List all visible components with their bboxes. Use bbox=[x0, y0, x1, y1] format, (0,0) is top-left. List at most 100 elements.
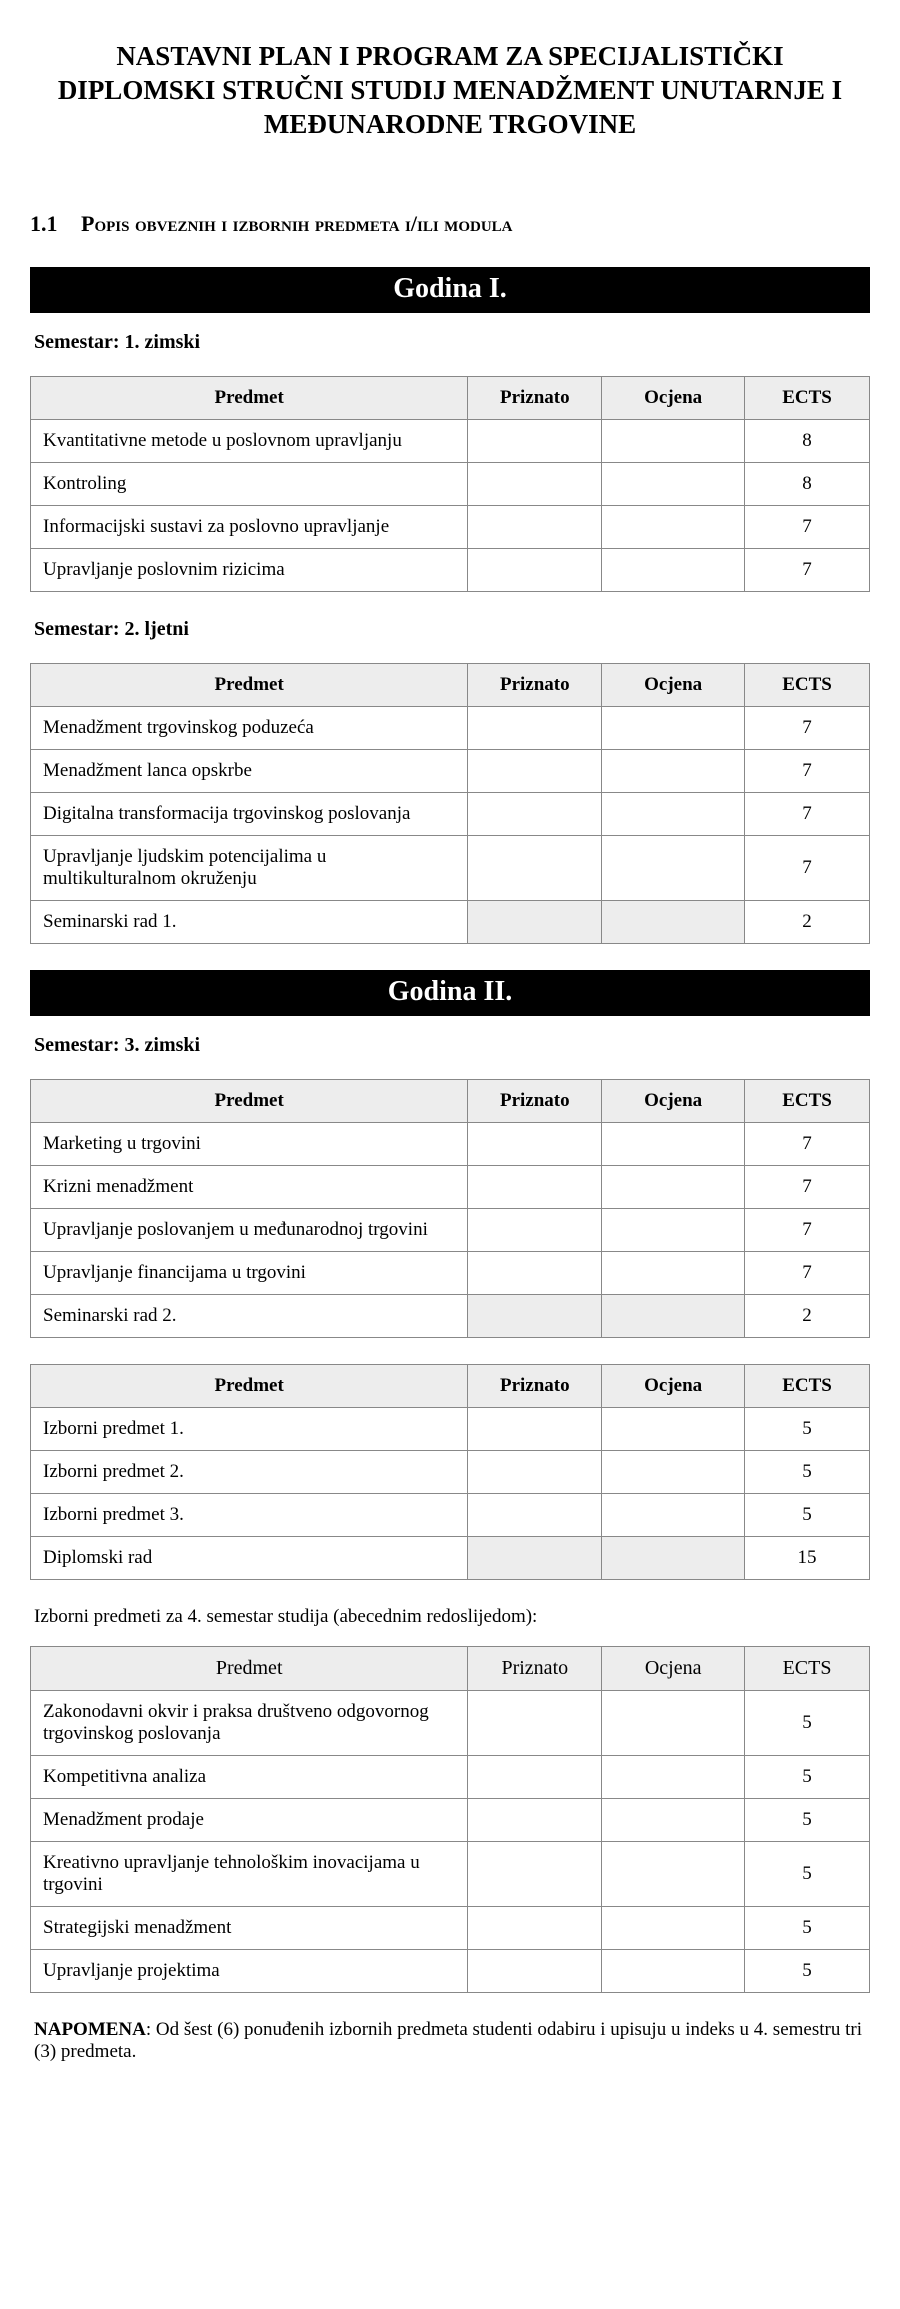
col-subject: Predmet bbox=[31, 377, 468, 420]
cell-ects: 5 bbox=[745, 1756, 870, 1799]
cell-subject: Upravljanje projektima bbox=[31, 1950, 468, 1993]
cell-ocjena bbox=[602, 1842, 745, 1907]
cell-priznato bbox=[468, 463, 602, 506]
table-row: Zakonodavni okvir i praksa društveno odg… bbox=[31, 1691, 870, 1756]
cell-subject: Menadžment lanca opskrbe bbox=[31, 750, 468, 793]
cell-ocjena bbox=[602, 1537, 745, 1580]
section-number: 1.1 bbox=[30, 211, 58, 236]
cell-priznato bbox=[468, 420, 602, 463]
table-row: Upravljanje poslovnim rizicima 7 bbox=[31, 549, 870, 592]
cell-subject: Kvantitativne metode u poslovnom upravlj… bbox=[31, 420, 468, 463]
cell-subject: Kompetitivna analiza bbox=[31, 1756, 468, 1799]
cell-priznato bbox=[468, 1408, 602, 1451]
cell-subject: Upravljanje financijama u trgovini bbox=[31, 1252, 468, 1295]
cell-priznato bbox=[468, 1799, 602, 1842]
cell-priznato bbox=[468, 1756, 602, 1799]
cell-ocjena bbox=[602, 901, 745, 944]
cell-ects: 2 bbox=[745, 1295, 870, 1338]
col-ects: ECTS bbox=[745, 377, 870, 420]
cell-subject: Menadžment prodaje bbox=[31, 1799, 468, 1842]
cell-ocjena bbox=[602, 1950, 745, 1993]
table-row: Menadžment lanca opskrbe7 bbox=[31, 750, 870, 793]
table-row: Strategijski menadžment 5 bbox=[31, 1907, 870, 1950]
cell-priznato bbox=[468, 1907, 602, 1950]
cell-subject: Izborni predmet 3. bbox=[31, 1494, 468, 1537]
table-row: Upravljanje financijama u trgovini 7 bbox=[31, 1252, 870, 1295]
semester-3-label: Semestar: 3. zimski bbox=[34, 1034, 870, 1057]
table-row: Seminarski rad 2.2 bbox=[31, 1295, 870, 1338]
cell-ects: 7 bbox=[745, 549, 870, 592]
col-ocjena: Ocjena bbox=[602, 1647, 745, 1691]
table-row: Izborni predmet 2.5 bbox=[31, 1451, 870, 1494]
section-heading: 1.1 Popis obveznih i izbornih predmeta i… bbox=[30, 211, 870, 237]
col-priznato: Priznato bbox=[468, 1647, 602, 1691]
cell-ocjena bbox=[602, 1408, 745, 1451]
cell-priznato bbox=[468, 1494, 602, 1537]
col-ects: ECTS bbox=[745, 664, 870, 707]
table-row: Izborni predmet 3. 5 bbox=[31, 1494, 870, 1537]
cell-subject: Strategijski menadžment bbox=[31, 1907, 468, 1950]
cell-priznato bbox=[468, 1123, 602, 1166]
cell-priznato bbox=[468, 549, 602, 592]
cell-ects: 7 bbox=[745, 1252, 870, 1295]
table-row: Kvantitativne metode u poslovnom upravlj… bbox=[31, 420, 870, 463]
col-subject: Predmet bbox=[31, 1080, 468, 1123]
semester-2-table: Predmet Priznato Ocjena ECTS Menadžment … bbox=[30, 663, 870, 944]
table-row: Kreativno upravljanje tehnološkim inovac… bbox=[31, 1842, 870, 1907]
electives-table: Predmet Priznato Ocjena ECTS Zakonodavni… bbox=[30, 1646, 870, 1993]
table-row: Izborni predmet 1. 5 bbox=[31, 1408, 870, 1451]
table-row: Menadžment trgovinskog poduzeća7 bbox=[31, 707, 870, 750]
cell-subject: Upravljanje ljudskim potencijalima u mul… bbox=[31, 836, 468, 901]
document-title: NASTAVNI PLAN I PROGRAM ZA SPECIJALISTIČ… bbox=[40, 40, 860, 141]
col-ocjena: Ocjena bbox=[602, 1365, 745, 1408]
section-label: Popis obveznih i izbornih predmeta i/ili… bbox=[81, 211, 513, 236]
table-row: Diplomski rad15 bbox=[31, 1537, 870, 1580]
table-row: Kontroling8 bbox=[31, 463, 870, 506]
cell-subject: Marketing u trgovini bbox=[31, 1123, 468, 1166]
cell-subject: Upravljanje poslovnim rizicima bbox=[31, 549, 468, 592]
cell-ocjena bbox=[602, 549, 745, 592]
cell-priznato bbox=[468, 793, 602, 836]
table-row: Upravljanje projektima5 bbox=[31, 1950, 870, 1993]
cell-ocjena bbox=[602, 420, 745, 463]
col-priznato: Priznato bbox=[468, 1080, 602, 1123]
cell-ects: 5 bbox=[745, 1451, 870, 1494]
cell-subject: Menadžment trgovinskog poduzeća bbox=[31, 707, 468, 750]
table-row: Kompetitivna analiza 5 bbox=[31, 1756, 870, 1799]
cell-ocjena bbox=[602, 1756, 745, 1799]
col-subject: Predmet bbox=[31, 1647, 468, 1691]
table-row: Menadžment prodaje 5 bbox=[31, 1799, 870, 1842]
cell-ects: 5 bbox=[745, 1408, 870, 1451]
col-priznato: Priznato bbox=[468, 664, 602, 707]
cell-subject: Digitalna transformacija trgovinskog pos… bbox=[31, 793, 468, 836]
cell-ects: 7 bbox=[745, 1166, 870, 1209]
footnote: NAPOMENA: Od šest (6) ponuđenih izbornih… bbox=[34, 2019, 866, 2063]
table-row: Informacijski sustavi za poslovno upravl… bbox=[31, 506, 870, 549]
col-ocjena: Ocjena bbox=[602, 1080, 745, 1123]
cell-priznato bbox=[468, 1209, 602, 1252]
cell-ocjena bbox=[602, 1252, 745, 1295]
cell-priznato bbox=[468, 750, 602, 793]
cell-ects: 15 bbox=[745, 1537, 870, 1580]
cell-ects: 5 bbox=[745, 1842, 870, 1907]
cell-subject: Izborni predmet 1. bbox=[31, 1408, 468, 1451]
cell-ocjena bbox=[602, 1691, 745, 1756]
cell-ects: 5 bbox=[745, 1799, 870, 1842]
cell-priznato bbox=[468, 1950, 602, 1993]
cell-ects: 7 bbox=[745, 793, 870, 836]
cell-ocjena bbox=[602, 1451, 745, 1494]
electives-note: Izborni predmeti za 4. semestar studija … bbox=[34, 1606, 870, 1628]
col-ects: ECTS bbox=[745, 1365, 870, 1408]
cell-ects: 2 bbox=[745, 901, 870, 944]
cell-subject: Zakonodavni okvir i praksa društveno odg… bbox=[31, 1691, 468, 1756]
cell-ects: 5 bbox=[745, 1907, 870, 1950]
cell-priznato bbox=[468, 506, 602, 549]
cell-subject: Kontroling bbox=[31, 463, 468, 506]
cell-ocjena bbox=[602, 1209, 745, 1252]
col-ocjena: Ocjena bbox=[602, 377, 745, 420]
cell-ects: 5 bbox=[745, 1494, 870, 1537]
table-row: Marketing u trgovini7 bbox=[31, 1123, 870, 1166]
col-priznato: Priznato bbox=[468, 377, 602, 420]
cell-ects: 7 bbox=[745, 1209, 870, 1252]
table-row: Krizni menadžment7 bbox=[31, 1166, 870, 1209]
